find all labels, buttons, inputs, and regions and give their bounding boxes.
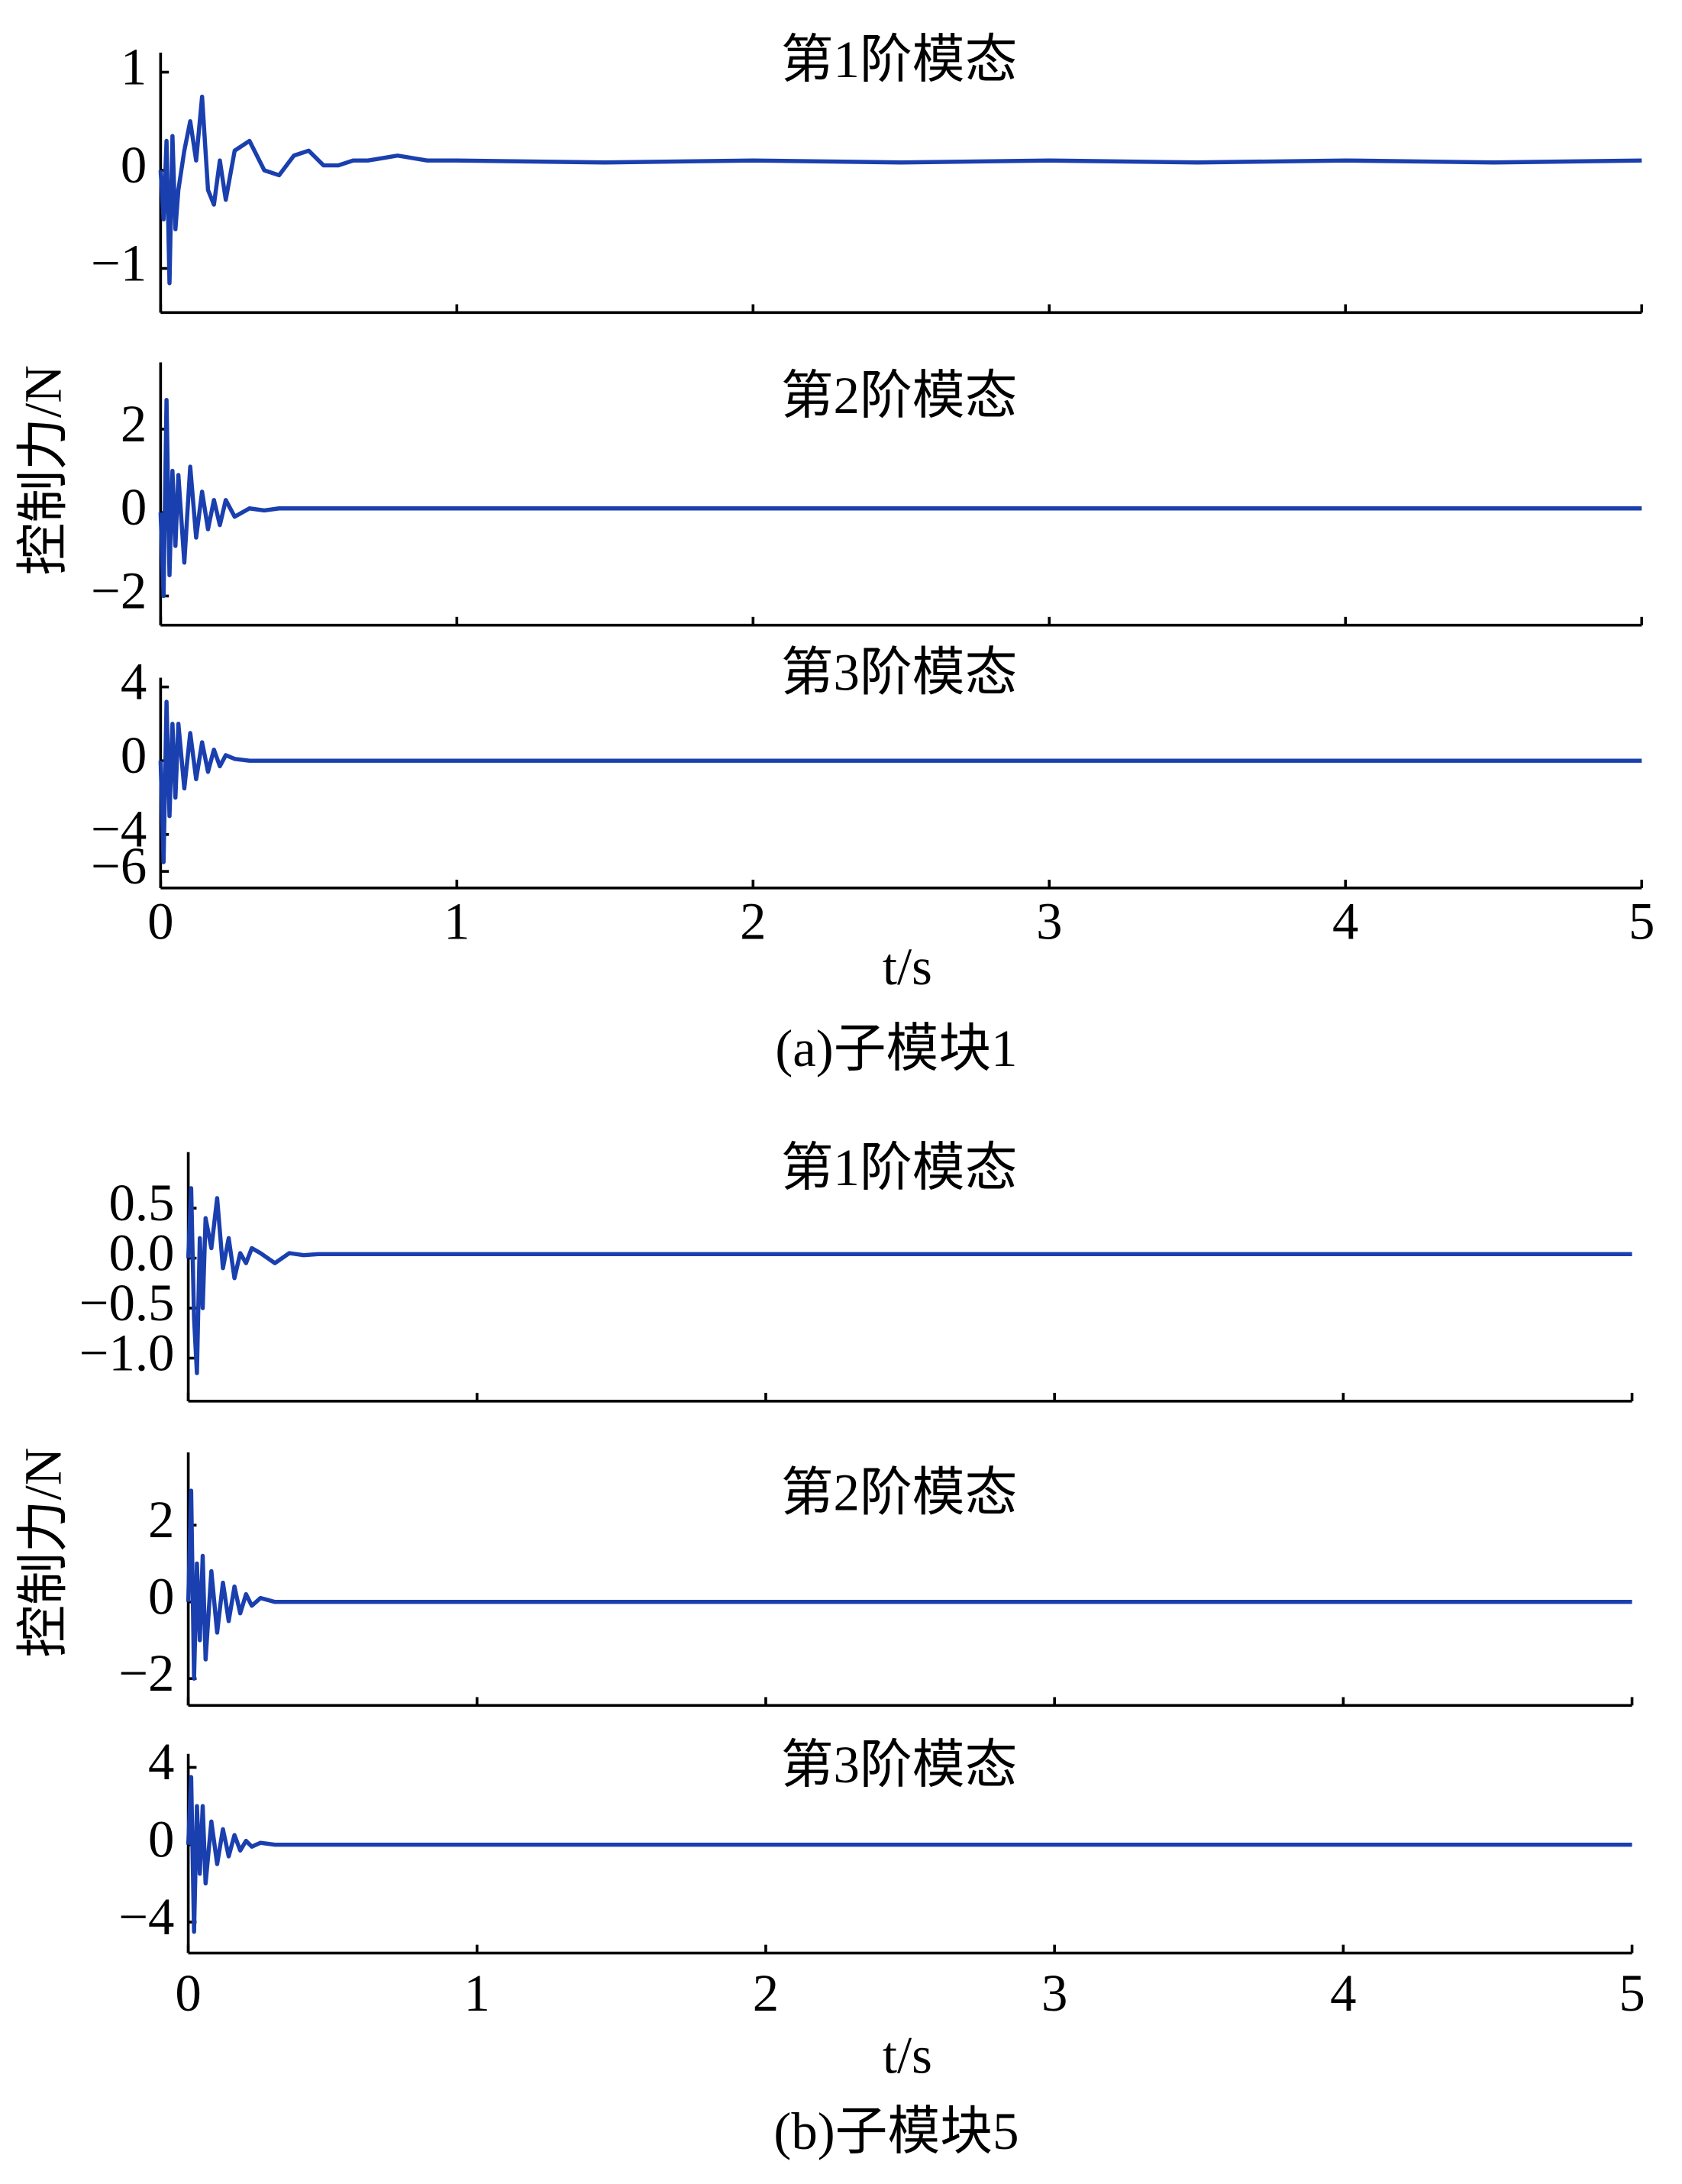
caption: (b)子模块5 — [773, 2102, 1019, 2160]
panel-title: 第2阶模态 — [781, 367, 1018, 425]
y-tick-label: 0.5 — [108, 1174, 174, 1232]
panel-title: 第1阶模态 — [781, 1139, 1018, 1197]
x-axis-label: t/s — [883, 2027, 932, 2085]
data-line — [158, 699, 1642, 864]
panel-title: 第2阶模态 — [781, 1463, 1018, 1521]
data-line — [186, 1488, 1632, 1681]
y-tick-label: 0 — [148, 1567, 174, 1625]
y-tick-label: 0 — [148, 1811, 174, 1869]
x-tick-label: 3 — [1036, 892, 1062, 950]
y-tick-label: −6 — [91, 837, 147, 895]
y-tick-label: −1.0 — [79, 1323, 175, 1381]
y-tick-label: 2 — [121, 395, 147, 453]
x-tick-label: 3 — [1041, 1964, 1067, 2022]
y-axis-label: 控制力/N — [14, 1448, 72, 1658]
data-line — [158, 94, 1642, 286]
y-tick-label: 0.0 — [108, 1223, 174, 1281]
y-tick-label: 2 — [148, 1491, 174, 1549]
y-tick-label: −1 — [91, 234, 147, 292]
y-tick-label: −2 — [118, 1644, 174, 1702]
y-tick-label: 4 — [148, 1733, 174, 1791]
x-axis-label: t/s — [883, 938, 932, 996]
y-tick-label: −2 — [91, 561, 147, 619]
panel-title: 第3阶模态 — [781, 643, 1018, 701]
y-tick-label: −0.5 — [79, 1274, 175, 1332]
x-tick-label: 0 — [147, 892, 173, 950]
x-tick-label: 2 — [753, 1964, 779, 2022]
x-tick-label: 5 — [1629, 892, 1655, 950]
x-tick-label: 5 — [1619, 1964, 1645, 2022]
y-tick-label: 1 — [121, 37, 147, 95]
x-tick-label: 0 — [175, 1964, 201, 2022]
panel-title: 第3阶模态 — [781, 1736, 1018, 1794]
caption: (a)子模块1 — [775, 1019, 1017, 1077]
data-line — [186, 1186, 1632, 1375]
y-tick-label: −4 — [91, 800, 147, 858]
x-tick-label: 4 — [1330, 1964, 1356, 2022]
x-tick-label: 1 — [444, 892, 470, 950]
x-tick-label: 4 — [1332, 892, 1358, 950]
x-tick-label: 2 — [740, 892, 766, 950]
x-tick-label: 1 — [464, 1964, 490, 2022]
y-tick-label: −4 — [118, 1888, 174, 1946]
data-line — [158, 397, 1642, 599]
y-tick-label: 4 — [121, 652, 147, 710]
panel-title: 第1阶模态 — [781, 31, 1018, 89]
data-line — [186, 1775, 1632, 1934]
y-tick-label: 0 — [121, 136, 147, 194]
y-axis-label: 控制力/N — [14, 365, 72, 575]
y-tick-label: 0 — [121, 478, 147, 536]
y-tick-label: 0 — [121, 726, 147, 784]
